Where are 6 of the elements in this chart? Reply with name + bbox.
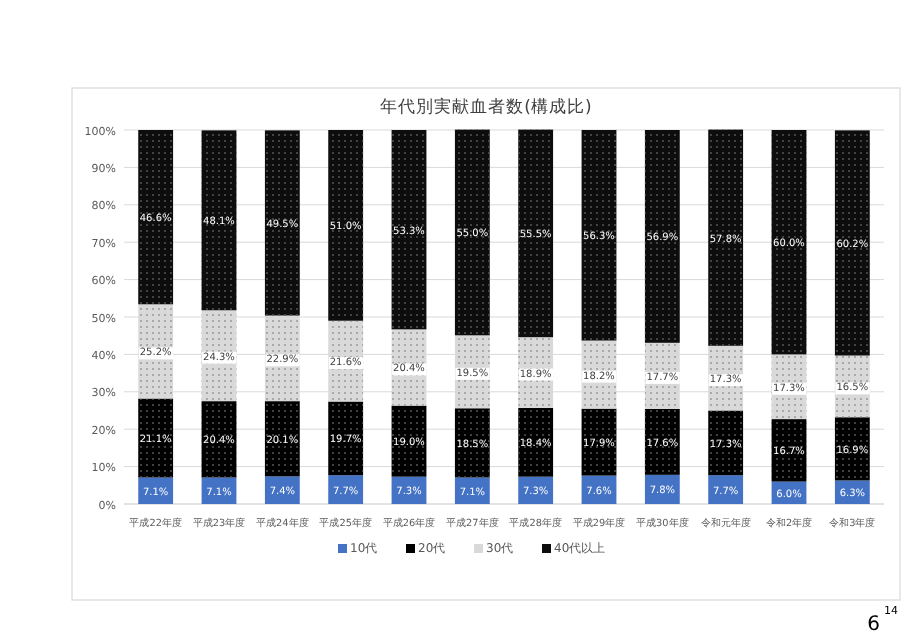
text: 6 xyxy=(867,614,880,636)
bar xyxy=(328,475,364,504)
bar xyxy=(454,477,490,504)
bar xyxy=(708,475,744,504)
bar xyxy=(138,477,174,504)
chart-title: 年代別実献血者数(構成比) xyxy=(380,96,592,118)
